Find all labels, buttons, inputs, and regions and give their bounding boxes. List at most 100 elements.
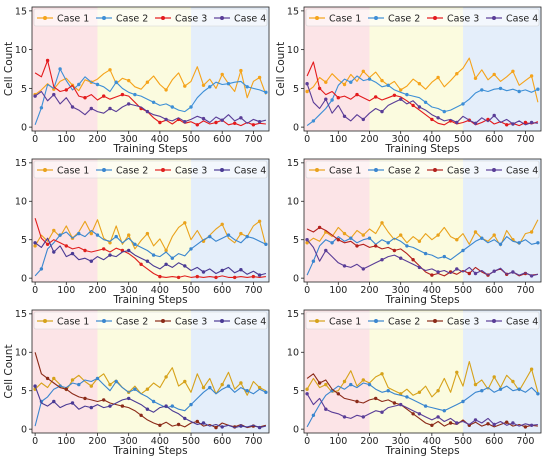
legend-label-case-1: Case 1: [57, 316, 89, 327]
series-marker-case-4: [220, 425, 224, 429]
x-tick-label: 700: [244, 285, 262, 296]
legend-label-case-1: Case 1: [329, 165, 361, 176]
series-marker-case-2: [151, 100, 156, 105]
legend-label-case-2: Case 2: [116, 165, 148, 176]
legend-marker-case-3: [161, 319, 165, 323]
legend-label-case-3: Case 3: [175, 165, 207, 176]
series-marker-case-4: [361, 267, 365, 271]
series-marker-case-4: [52, 399, 56, 404]
series-marker-case-2: [39, 267, 44, 271]
series-marker-case-2: [480, 88, 484, 92]
x-axis-label: Training Steps: [112, 143, 187, 155]
series-marker-case-1: [127, 233, 131, 237]
series-marker-case-2: [133, 92, 137, 97]
legend-frame: [305, 311, 540, 330]
series-marker-case-1: [145, 387, 150, 391]
x-tick-label: 600: [213, 436, 231, 447]
series-marker-case-2: [461, 399, 465, 404]
x-tick-label: 300: [392, 134, 410, 145]
series-marker-case-2: [442, 254, 446, 259]
series-marker-case-3: [102, 398, 106, 402]
legend-marker-case-2: [374, 16, 378, 20]
legend-marker-case-3: [433, 16, 437, 20]
series-marker-case-1: [342, 231, 347, 236]
legend-marker-case-2: [374, 319, 378, 323]
x-tick-label: 700: [244, 436, 262, 447]
y-tick-label: 0: [21, 425, 27, 436]
series-marker-case-4: [108, 253, 112, 257]
series-marker-case-3: [251, 123, 256, 127]
series-marker-case-4: [380, 109, 384, 114]
y-tick-label: 5: [293, 386, 299, 397]
series-marker-case-4: [417, 105, 422, 109]
x-tick-label: 600: [485, 285, 503, 296]
legend-frame: [305, 8, 540, 27]
plot-area: [33, 218, 268, 280]
x-tick-label: 600: [213, 134, 231, 145]
legend-marker-case-4: [220, 319, 224, 323]
y-tick-label: 0: [293, 274, 299, 285]
series-marker-case-2: [386, 389, 390, 393]
x-tick-label: 200: [88, 436, 106, 447]
series-marker-case-3: [392, 401, 397, 405]
series-marker-case-4: [164, 262, 168, 266]
series-marker-case-2: [114, 80, 118, 84]
legend: Case 1 Case 2 Case 3 Case 4: [33, 8, 268, 27]
series-marker-case-3: [430, 273, 434, 277]
legend-marker-case-2: [102, 168, 106, 172]
legend-marker-case-4: [492, 16, 496, 20]
x-tick-label: 300: [392, 285, 410, 296]
series-marker-case-1: [257, 75, 262, 80]
series-marker-case-2: [423, 251, 428, 256]
x-tick-label: 700: [516, 134, 534, 145]
series-marker-case-4: [342, 264, 347, 268]
series-marker-case-4: [529, 423, 534, 427]
series-marker-case-4: [492, 422, 496, 427]
series-marker-case-4: [183, 264, 187, 268]
x-tick-label: 500: [454, 134, 472, 145]
series-marker-case-2: [151, 399, 156, 404]
series-marker-case-1: [417, 390, 422, 394]
x-tick-label: 100: [329, 134, 347, 145]
legend-marker-case-4: [492, 168, 496, 172]
phase-region-3: [191, 7, 269, 131]
series-marker-case-1: [473, 76, 478, 81]
series-marker-case-3: [120, 404, 125, 408]
series-marker-case-2: [386, 241, 390, 245]
legend-label-case-2: Case 2: [116, 316, 148, 327]
series-marker-case-4: [127, 102, 131, 106]
x-tick-label: 0: [32, 436, 38, 447]
series-marker-case-3: [392, 93, 397, 98]
series-marker-case-4: [361, 415, 365, 419]
series-marker-case-1: [108, 68, 112, 72]
series-marker-case-2: [189, 105, 193, 109]
series-line-case-3: [34, 59, 266, 127]
y-tick-label: 10: [15, 45, 27, 56]
series-marker-case-3: [214, 120, 218, 125]
series-marker-case-4: [127, 248, 131, 253]
series-marker-case-3: [195, 419, 199, 424]
series-marker-case-3: [102, 247, 106, 251]
series-marker-case-4: [492, 113, 496, 118]
phase-region-3: [191, 159, 269, 282]
phase-region-3: [463, 159, 541, 282]
series-marker-case-4: [361, 117, 365, 122]
series-marker-case-1: [473, 382, 478, 387]
axes-frame: [303, 309, 542, 434]
series-marker-case-3: [83, 396, 87, 401]
series-marker-case-4: [417, 265, 422, 270]
legend-label-case-3: Case 3: [447, 13, 479, 24]
series-marker-case-1: [511, 379, 515, 384]
series-marker-case-4: [220, 118, 224, 122]
legend-marker-case-1: [315, 319, 319, 323]
series-line-case-1: [306, 57, 539, 103]
series-marker-case-3: [195, 123, 199, 127]
series-marker-case-1: [436, 75, 440, 80]
legend-frame: [305, 160, 540, 179]
series-marker-case-2: [264, 390, 268, 394]
chart-panel-4: 0 100 200 300 400 500 600 700 0 5 10 15 Training Ste…: [287, 158, 542, 306]
x-tick-label: 0: [304, 436, 310, 447]
series-marker-case-3: [139, 262, 143, 266]
series-marker-case-3: [317, 225, 322, 230]
series-marker-case-4: [145, 407, 150, 411]
